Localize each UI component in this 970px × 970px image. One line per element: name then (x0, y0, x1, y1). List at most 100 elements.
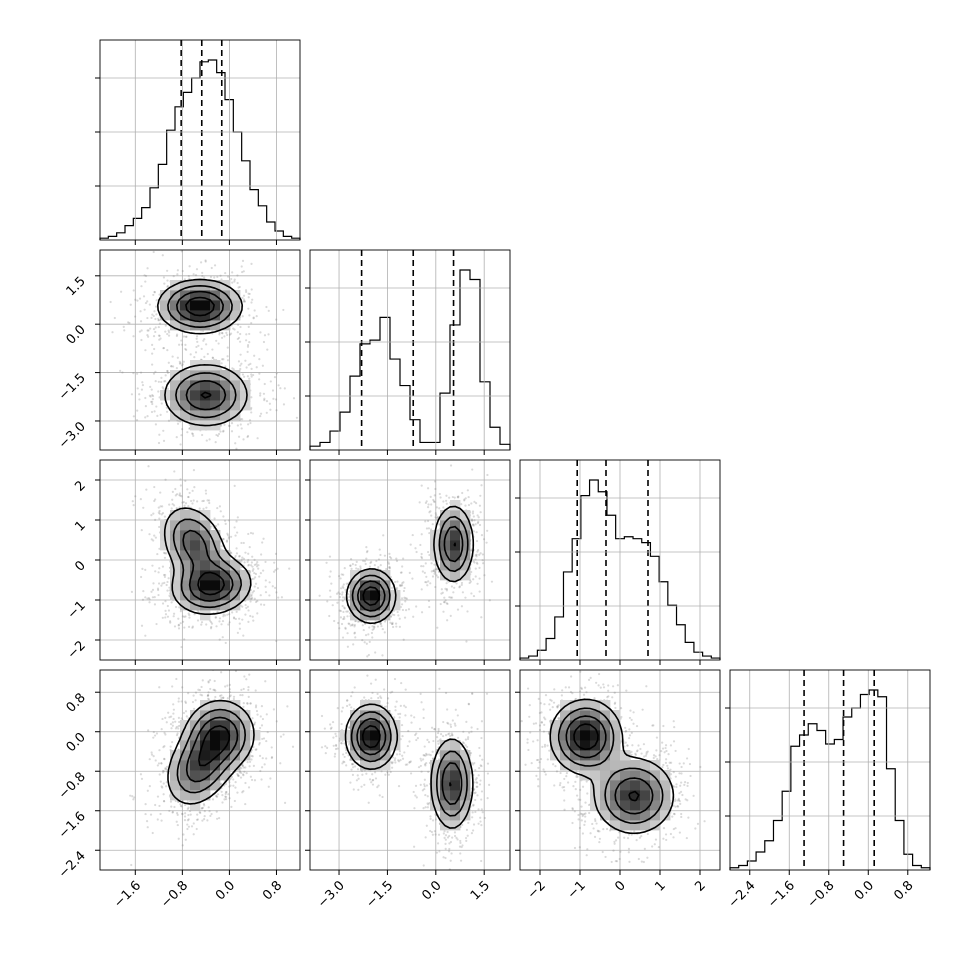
pair-panel-0-2-scatter-point (142, 506, 145, 509)
pair-panel-0-1-scatter-point (247, 363, 250, 366)
pair-panel-0-2-scatter-point (174, 494, 177, 497)
pair-panel-1-2-scatter-point (401, 582, 404, 585)
pair-panel-0-3-scatter-point (259, 769, 262, 773)
pair-panel-1-2-scatter-point (400, 571, 403, 574)
pair-panel-1-2-scatter-point (338, 609, 341, 612)
pair-panel-0-1-density-cell (210, 400, 221, 411)
pair-panel-0-3-scatter-point (189, 809, 192, 813)
pair-panel-0-1-scatter-point (185, 335, 188, 338)
pair-panel-0-1-density-cell (170, 310, 181, 321)
pair-panel-0-3-scatter-point (224, 668, 226, 670)
pair-panel-0-1-density-cell (220, 310, 231, 321)
pair-panel-1-2-scatter-point (478, 553, 481, 556)
pair-panel-0-2-scatter-point (155, 622, 158, 626)
pair-panel-0-1-scatter-point (227, 275, 230, 278)
pair-panel-0-2-scatter-point (142, 590, 145, 593)
pair-panel-0-1-scatter-point (140, 285, 143, 288)
pair-panel-0-3-scatter-point (194, 699, 197, 702)
pair-panel-0-1-scatter-point (220, 336, 224, 339)
pair-panel-1-2-scatter-point (398, 625, 401, 628)
pair-panel-1-2-scatter-point (371, 628, 374, 631)
pair-panel-0-3-scatter-point (177, 716, 180, 719)
pair-panel-1-2-contour-3 (362, 542, 456, 606)
pair-panel-0-1-scatter-point (182, 335, 186, 338)
pair-panel-0-2-density-cell (220, 550, 231, 561)
pair-panel-1-2-scatter-point (340, 593, 344, 596)
pair-panel-0-2-scatter-point (166, 589, 169, 592)
pair-panel-0-3-scatter-point (207, 680, 210, 683)
pair-panel-0-1-scatter-point (267, 309, 270, 312)
pair-panel-0-2-scatter-point (191, 626, 194, 629)
pair-panel-1-2-density-cell (460, 530, 471, 541)
pair-panel-0-2-scatter-point (147, 465, 150, 468)
pair-panel-1-2-scatter-point (404, 608, 408, 612)
pair-panel-0-2-scatter-point (147, 596, 150, 600)
pair-panel-0-1-scatter-point (123, 329, 126, 332)
pair-panel-0-2-scatter-point (218, 617, 222, 620)
pair-panel-0-1-scatter-point (157, 319, 161, 322)
pair-panel-0-2-scatter-point (251, 596, 254, 600)
pair-panel-0-2-density-cell (190, 510, 201, 521)
pair-panel-1-2-scatter-point (490, 580, 494, 583)
pair-panel-0-2-scatter-point (154, 498, 157, 501)
pair-panel-0-1-scatter-point (246, 434, 250, 438)
pair-panel-0-2-scatter-point (238, 622, 241, 625)
pair-panel-0-2-scatter-point (152, 539, 155, 542)
pair-panel-1-2-scatter-point (400, 597, 404, 600)
pair-panel-0-3-scatter-point (207, 681, 210, 684)
pair-panel-0-1-scatter-point (152, 327, 156, 331)
pair-panel-0-2-scatter-point (216, 610, 219, 613)
pair-panel-1-2-scatter-point (472, 560, 475, 563)
pair-panel-0-2-scatter-point (209, 627, 213, 630)
pair-panel-0-1-scatter-point (176, 273, 179, 276)
pair-panel-0-2-scatter-point (250, 597, 253, 600)
pair-panel-0-1-scatter-point (153, 410, 156, 413)
pair-panel-0-1-density-cell (190, 320, 201, 331)
pair-panel-0-3-scatter-point (158, 686, 161, 689)
pair-panel-0-2-scatter-point (153, 603, 157, 606)
pair-panel-0-2-scatter-point (249, 614, 252, 618)
pair-panel-0-3-scatter-point (229, 784, 232, 787)
pair-panel-1-2-scatter-point (450, 585, 454, 588)
pair-panel-0-2-scatter-point (236, 516, 239, 519)
hist-panel-2-frame (519, 459, 721, 661)
pair-panel-0-1-scatter-point (228, 424, 231, 428)
pair-panel-1-2-scatter-point (349, 624, 352, 627)
pair-panel-1-2-scatter-point (343, 567, 346, 570)
pair-panel-0-1-scatter-point (216, 275, 219, 279)
pair-panel-0-1-scatter-point (141, 383, 145, 387)
pair-panel-0-1-scatter-point (217, 432, 221, 436)
pair-panel-1-2-scatter-point (388, 566, 391, 569)
pair-panel-0-3-scatter-point (171, 811, 174, 814)
pair-panel-0-1-scatter-point (248, 377, 251, 380)
pair-panel-0-1-scatter-point (252, 316, 255, 319)
pair-panel-0-2-scatter-point (250, 594, 253, 598)
hist-panel-3 (729, 670, 931, 870)
pair-panel-0-1-scatter-point (184, 343, 187, 346)
pair-panel-0-2-scatter-point (253, 563, 257, 566)
pair-panel-1-2-scatter-point (343, 615, 346, 619)
pair-panel-0-3-scatter-point (279, 735, 283, 738)
pair-panel-0-1-density-cell (230, 400, 241, 411)
pair-panel-0-1-density-cell (200, 290, 211, 301)
pair-panel-0-2-scatter-point (231, 611, 234, 614)
pair-panel-0-3-scatter-point (169, 715, 173, 718)
pair-panel-0-1-scatter-point (144, 280, 147, 283)
pair-panel-0-2-scatter-point (264, 591, 268, 594)
pair-panel-1-2-scatter-point (395, 587, 399, 590)
pair-panel-0-3-scatter-point (249, 702, 252, 705)
pair-panel-1-2-scatter-point (403, 596, 406, 599)
pair-panel-1-2-scatter-point (480, 616, 483, 619)
pair-panel-1-2-scatter-point (344, 588, 347, 592)
pair-panel-0-2-scatter-point (227, 623, 230, 626)
pair-panel-0-2-scatter-point (184, 479, 187, 482)
pair-panel-0-3-scatter-point (243, 675, 246, 678)
pair-panel-0-2-density-cell (190, 530, 201, 541)
pair-panel-1-2-scatter-point (457, 495, 460, 498)
pair-panel-0-2-scatter-point (224, 614, 227, 617)
pair-panel-0-1-scatter-point (250, 262, 253, 265)
pair-panel-0-2-scatter-point (158, 547, 161, 550)
pair-panel-1-2-scatter-point (354, 563, 357, 567)
pair-panel-0-2-scatter-point (246, 605, 250, 608)
pair-panel-0-1-scatter-point (146, 267, 149, 270)
